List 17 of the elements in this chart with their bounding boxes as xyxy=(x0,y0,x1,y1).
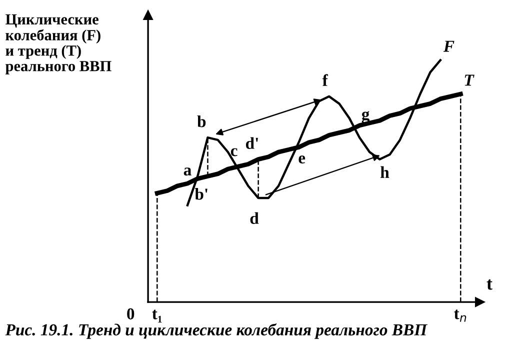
annotation: e xyxy=(298,155,306,164)
text: Рис. 19.1. Тренд и циклические колебания реального ВВП xyxy=(5,323,428,339)
x-tick-label: t₁ xyxy=(152,310,162,322)
annotation: f xyxy=(322,74,328,86)
annotation: b xyxy=(197,115,206,128)
annotation: d xyxy=(250,212,259,224)
series-label: T xyxy=(464,74,474,86)
series-label: F xyxy=(443,40,454,52)
annotation: c xyxy=(230,148,238,156)
y-axis-title: Циклические колебания (F) и тренд (T) реального ВВП xyxy=(5,14,112,74)
annotation: d' xyxy=(246,137,258,149)
annotation: b' xyxy=(194,188,208,200)
x-tick-label: t$_{n}$ xyxy=(454,310,466,322)
annotation: h xyxy=(380,166,390,178)
annotation: a xyxy=(184,168,192,176)
text: 0 xyxy=(127,308,134,320)
x-axis-title: t xyxy=(486,279,492,290)
